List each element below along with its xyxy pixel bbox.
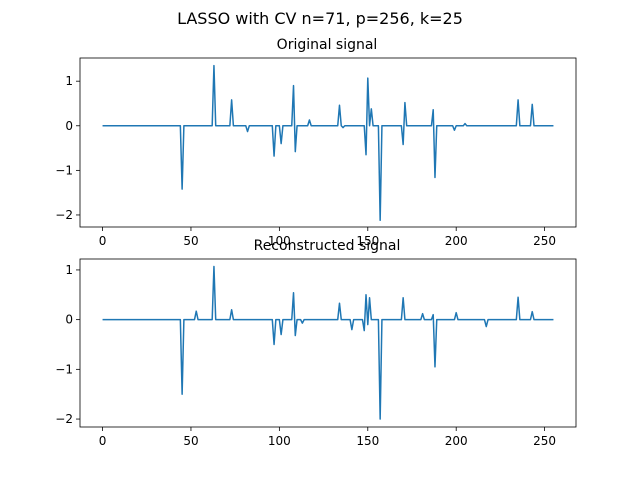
x-tick-label-reconstructed-2: 100 — [268, 434, 291, 448]
x-tick-label-reconstructed-0: 0 — [99, 434, 107, 448]
subplot-title-original: Original signal — [277, 37, 378, 53]
x-tick-label-reconstructed-5: 250 — [533, 434, 556, 448]
figure-suptitle: LASSO with CV n=71, p=256, k=25 — [177, 9, 463, 28]
x-tick-label-original-3: 150 — [356, 234, 379, 248]
x-tick-label-original-1: 50 — [183, 234, 198, 248]
x-tick-label-reconstructed-3: 150 — [356, 434, 379, 448]
y-tick-label-reconstructed-3: 1 — [65, 263, 73, 277]
subplot-reconstructed: Reconstructed signal 0 50 100 150 200 250 −2 −1… — [55, 238, 577, 448]
x-tick-label-original-4: 200 — [445, 234, 468, 248]
subplot-original: Original signal 0 50 100 150 200 250 −2 −1 0 1 — [55, 37, 577, 248]
y-tick-label-reconstructed-0: −2 — [55, 412, 73, 426]
signal-line-original — [102, 64, 554, 222]
y-tick-label-reconstructed-2: 0 — [65, 313, 73, 327]
y-tick-label-original-1: −1 — [55, 163, 73, 177]
x-tick-label-original-0: 0 — [99, 234, 107, 248]
signal-line-reconstructed — [102, 265, 554, 420]
x-tick-label-reconstructed-4: 200 — [445, 434, 468, 448]
y-tick-label-original-3: 1 — [65, 74, 73, 88]
y-tick-label-original-2: 0 — [65, 119, 73, 133]
x-tick-label-original-2: 100 — [268, 234, 291, 248]
x-tick-label-reconstructed-1: 50 — [183, 434, 198, 448]
subplot-title-reconstructed: Reconstructed signal — [254, 238, 401, 254]
x-tick-label-original-5: 250 — [533, 234, 556, 248]
axes-frame-reconstructed — [79, 258, 577, 428]
y-tick-label-reconstructed-1: −1 — [55, 362, 73, 376]
y-tick-label-original-0: −2 — [55, 208, 73, 222]
axes-frame-original — [79, 57, 577, 228]
